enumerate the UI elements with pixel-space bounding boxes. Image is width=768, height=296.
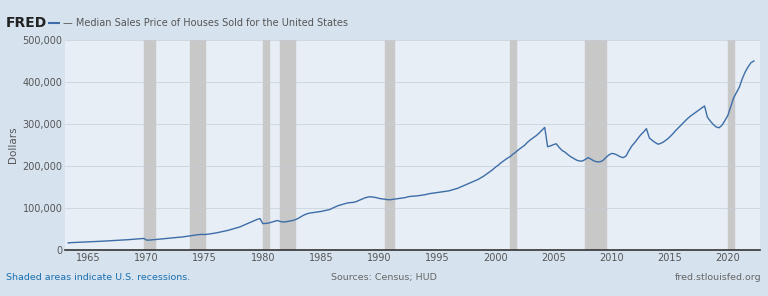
Text: Shaded areas indicate U.S. recessions.: Shaded areas indicate U.S. recessions.	[6, 273, 190, 282]
Text: — Median Sales Price of Houses Sold for the United States: — Median Sales Price of Houses Sold for …	[63, 18, 348, 28]
Text: fred.stlouisfed.org: fred.stlouisfed.org	[675, 273, 762, 282]
Text: Sources: Census; HUD: Sources: Census; HUD	[331, 273, 437, 282]
Bar	[280, 40, 295, 250]
Bar	[190, 40, 205, 250]
Bar	[144, 40, 155, 250]
Bar	[510, 40, 515, 250]
Bar	[263, 40, 269, 250]
Text: FRED: FRED	[6, 16, 48, 30]
Bar	[585, 40, 606, 250]
Bar	[728, 40, 733, 250]
Y-axis label: Dollars: Dollars	[8, 127, 18, 163]
Bar	[385, 40, 394, 250]
